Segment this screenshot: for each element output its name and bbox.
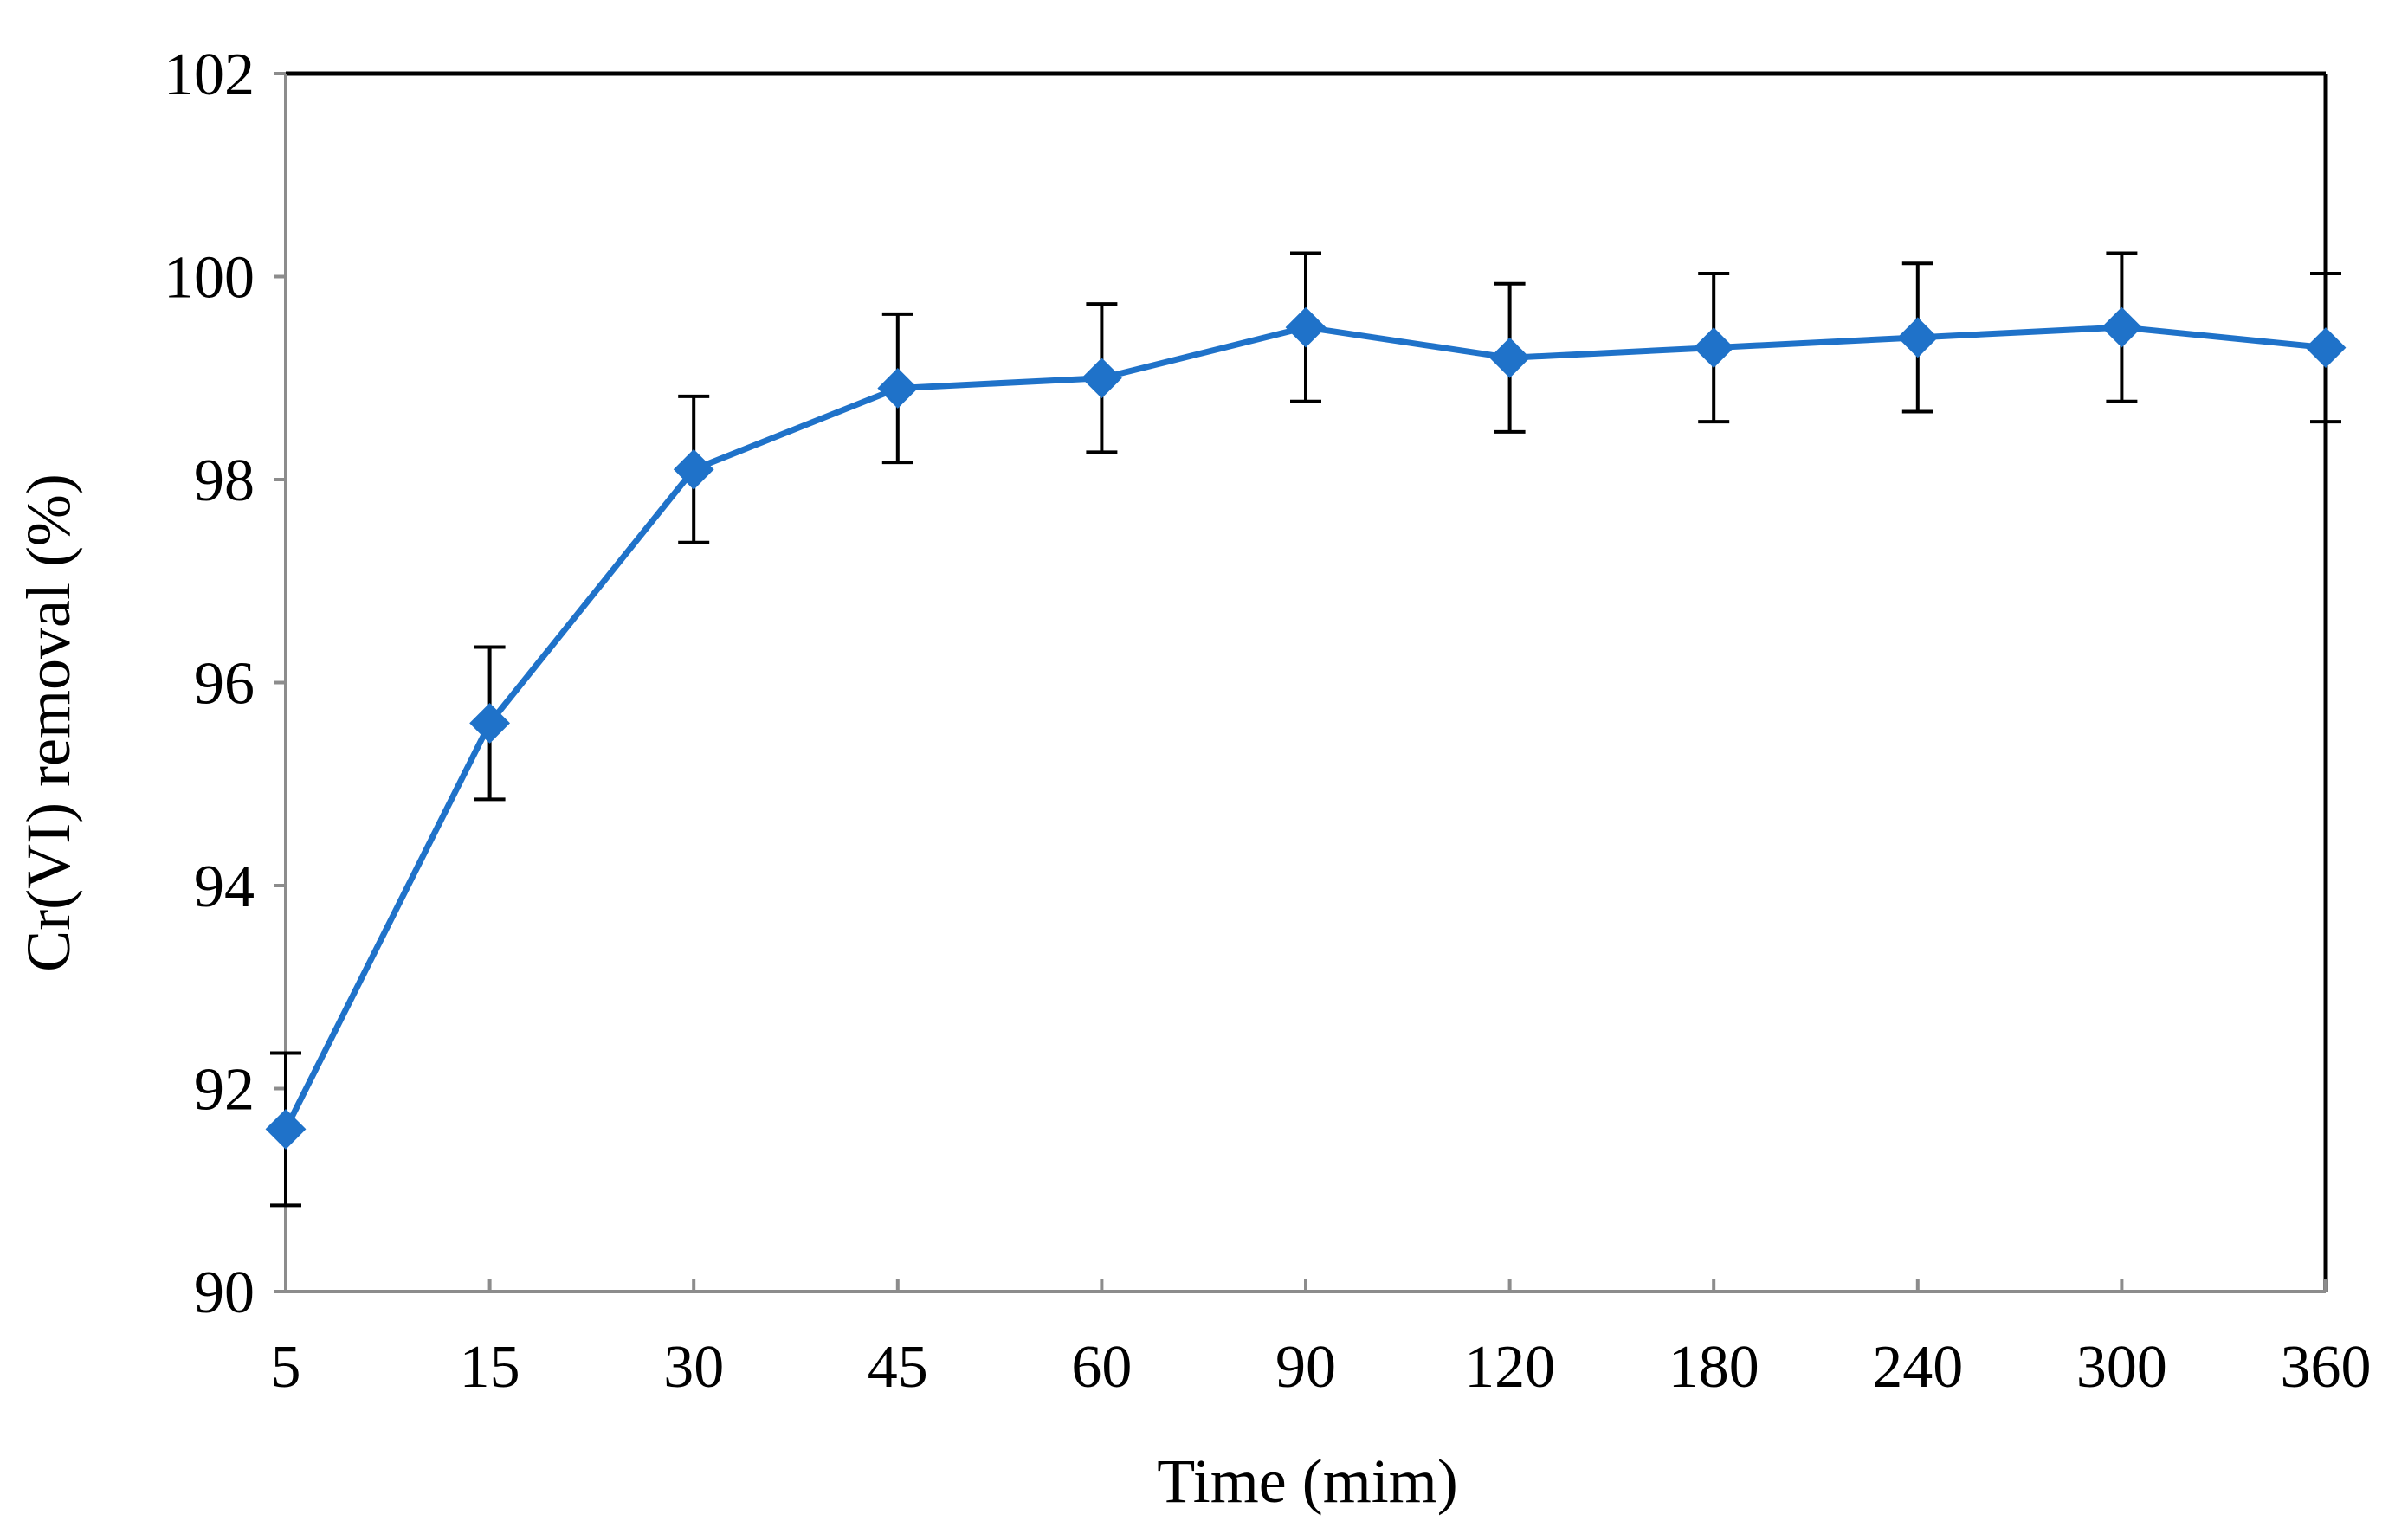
x-tick-label: 360 <box>2281 1334 2372 1401</box>
data-point-marker <box>1489 337 1531 378</box>
x-tick-label: 300 <box>2076 1334 2167 1401</box>
data-series <box>265 251 2347 1208</box>
data-point-marker <box>1081 358 1122 399</box>
data-point-marker <box>1693 327 1734 368</box>
y-tick-label: 90 <box>194 1260 255 1326</box>
data-point-marker <box>673 448 714 490</box>
data-point-marker <box>469 702 511 744</box>
tick-labels: 90 92 94 96 98 100 102 5 15 30 45 60 90 120 180 240 300 3… <box>164 42 2372 1401</box>
x-tick-label: 240 <box>1872 1334 1963 1401</box>
data-point-marker <box>265 1108 307 1150</box>
y-tick-label: 92 <box>194 1057 255 1124</box>
x-tick-label: 45 <box>868 1334 928 1401</box>
x-tick-label: 30 <box>663 1334 724 1401</box>
y-tick-label: 102 <box>164 42 255 108</box>
x-tick-label: 90 <box>1275 1334 1336 1401</box>
x-tick-label: 15 <box>460 1334 520 1401</box>
y-tick-label: 94 <box>194 854 255 920</box>
data-point-marker <box>1285 306 1327 348</box>
y-axis-title: Cr(VI) removal (%) <box>14 474 83 972</box>
y-tick-label: 100 <box>164 245 255 312</box>
y-tick-label: 98 <box>194 448 255 514</box>
x-tick-label: 60 <box>1071 1334 1132 1401</box>
y-tick-label: 96 <box>194 651 255 718</box>
data-point-marker <box>1897 317 1939 358</box>
data-point-marker <box>2101 306 2142 348</box>
x-tick-label: 180 <box>1669 1334 1759 1401</box>
x-tick-label: 5 <box>271 1334 301 1401</box>
data-point-marker <box>877 368 919 409</box>
tick-marks <box>274 72 2327 1293</box>
x-tick-label: 120 <box>1464 1334 1555 1401</box>
data-point-marker <box>2305 327 2347 368</box>
x-axis-title: Time (mim) <box>1157 1447 1457 1516</box>
